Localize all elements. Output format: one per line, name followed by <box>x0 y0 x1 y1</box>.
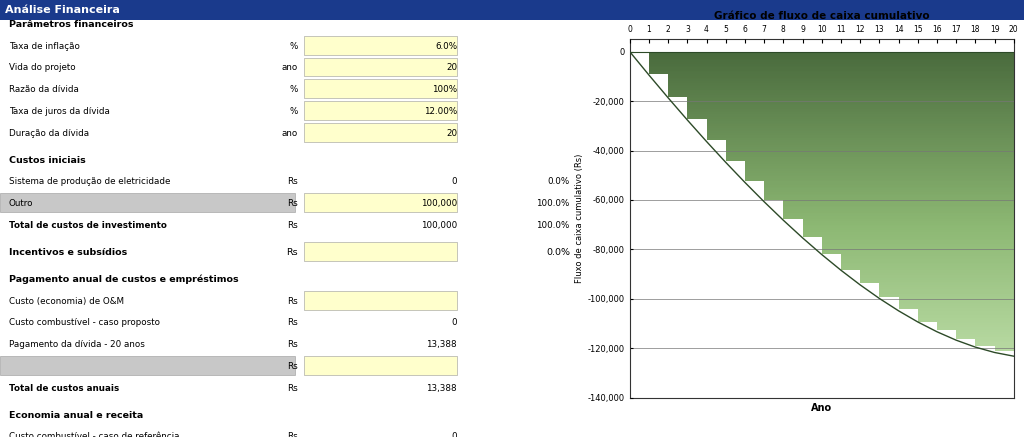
Text: Razão da dívida: Razão da dívida <box>8 85 79 94</box>
Text: Taxa de juros da dívida: Taxa de juros da dívida <box>8 107 110 116</box>
Text: Análise Financeira: Análise Financeira <box>5 5 120 15</box>
Text: 100.0%: 100.0% <box>537 221 570 230</box>
Bar <box>304 58 457 76</box>
Text: 13,388: 13,388 <box>426 384 457 392</box>
Bar <box>0 356 295 375</box>
Text: Rs: Rs <box>287 340 298 349</box>
Text: %: % <box>290 107 298 116</box>
Y-axis label: Fluxo de caixa cumulativo (Rs): Fluxo de caixa cumulativo (Rs) <box>574 154 584 283</box>
Text: Custo combustível - caso proposto: Custo combustível - caso proposto <box>8 319 160 327</box>
Text: 100,000: 100,000 <box>421 221 457 230</box>
Text: Taxa de inflação: Taxa de inflação <box>8 42 80 51</box>
Text: Rs: Rs <box>287 297 298 306</box>
Text: ano: ano <box>282 128 298 138</box>
Title: Gráfico de fluxo de caixa cumulativo: Gráfico de fluxo de caixa cumulativo <box>714 10 930 21</box>
Text: 0: 0 <box>452 177 457 186</box>
Text: Rs: Rs <box>287 432 298 437</box>
Bar <box>304 80 457 98</box>
Text: %: % <box>290 85 298 94</box>
Bar <box>304 101 457 120</box>
Text: 100%: 100% <box>432 85 457 94</box>
Text: Total de custos de investimento: Total de custos de investimento <box>8 221 167 230</box>
Bar <box>304 36 457 55</box>
Text: 100.0%: 100.0% <box>537 199 570 208</box>
Text: Rs: Rs <box>287 221 298 230</box>
Text: Rs: Rs <box>287 199 298 208</box>
Text: 13,388: 13,388 <box>426 340 457 349</box>
Text: Custo combustível - caso de referência: Custo combustível - caso de referência <box>8 432 179 437</box>
Text: Custos iniciais: Custos iniciais <box>8 156 85 165</box>
Text: Rs: Rs <box>287 362 298 371</box>
X-axis label: Ano: Ano <box>811 403 833 413</box>
Text: Vida do projeto: Vida do projeto <box>8 63 76 73</box>
Bar <box>304 193 457 212</box>
Text: 0: 0 <box>452 319 457 327</box>
Text: Parâmetros financeiros: Parâmetros financeiros <box>8 20 133 29</box>
Text: Incentivos e subsídios: Incentivos e subsídios <box>8 248 127 257</box>
Text: Rs: Rs <box>287 384 298 392</box>
Text: 100,000: 100,000 <box>421 199 457 208</box>
Text: Pagamento da dívida - 20 anos: Pagamento da dívida - 20 anos <box>8 340 144 349</box>
Text: Duração da dívida: Duração da dívida <box>8 128 89 138</box>
Text: Custo (economia) de O&M: Custo (economia) de O&M <box>8 297 124 306</box>
Text: 0: 0 <box>452 432 457 437</box>
Text: Rs: Rs <box>287 319 298 327</box>
Bar <box>304 123 457 142</box>
Text: Total de custos anuais: Total de custos anuais <box>8 384 119 392</box>
Text: 0.0%: 0.0% <box>548 177 570 186</box>
Text: Economia anual e receita: Economia anual e receita <box>8 411 143 420</box>
Text: 0.0%: 0.0% <box>546 248 570 257</box>
Bar <box>0 193 295 212</box>
Text: 6.0%: 6.0% <box>435 42 457 51</box>
Text: Sistema de produção de eletricidade: Sistema de produção de eletricidade <box>8 177 170 186</box>
Text: 20: 20 <box>445 128 457 138</box>
Text: Outro: Outro <box>8 199 33 208</box>
Text: ano: ano <box>282 63 298 73</box>
Text: 20: 20 <box>445 63 457 73</box>
Text: Pagamento anual de custos e empréstimos: Pagamento anual de custos e empréstimos <box>8 275 239 284</box>
Text: %: % <box>290 42 298 51</box>
Bar <box>304 291 457 310</box>
Bar <box>304 242 457 261</box>
Text: Rs: Rs <box>287 177 298 186</box>
Text: Rs: Rs <box>287 248 298 257</box>
Text: 12.00%: 12.00% <box>424 107 457 116</box>
Bar <box>304 356 457 375</box>
